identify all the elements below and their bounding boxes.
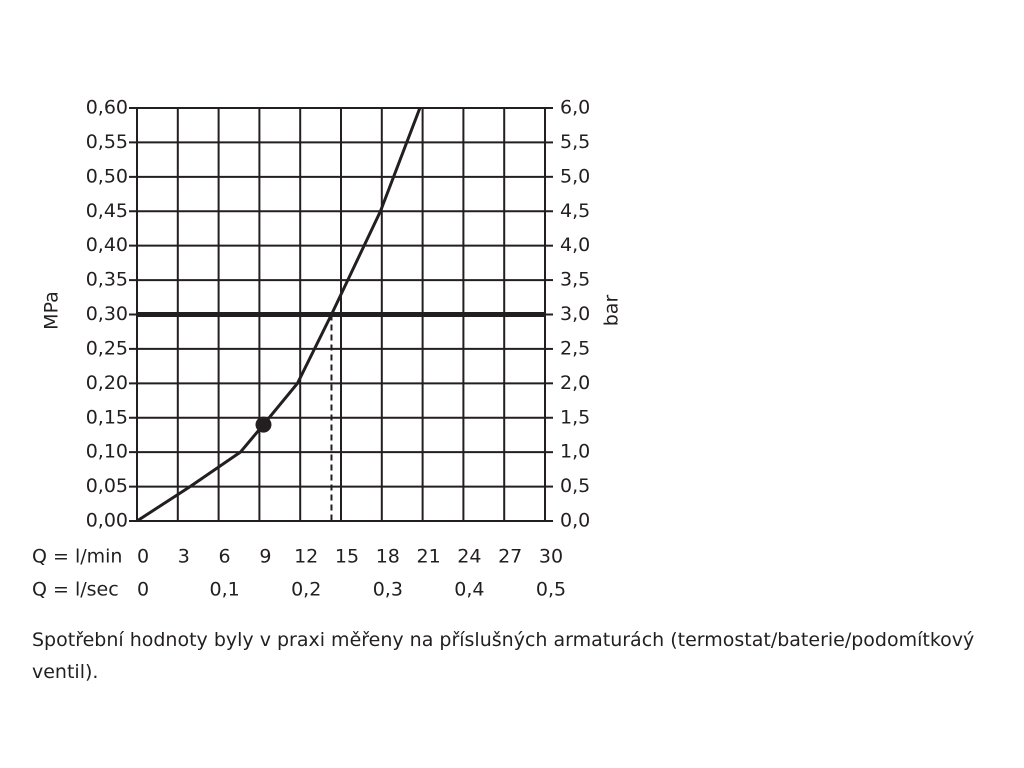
y-tick-label: 0,05 (86, 475, 128, 497)
x-axis-label: Q = l/min (32, 546, 122, 568)
x2-tick-label: 0,3 (373, 579, 403, 601)
x-tick-label: 9 (259, 546, 271, 568)
y2-tick-label: 5,5 (560, 131, 590, 153)
x2-tick-label: 0 (137, 579, 149, 601)
operating-point (255, 416, 272, 433)
y-tick-label: 0,45 (86, 200, 128, 222)
x2-tick-label: 0,5 (536, 579, 566, 601)
y-tick-label: 0,35 (86, 269, 128, 291)
x-tick-label: 27 (498, 546, 522, 568)
y-tick-label: 0,00 (86, 510, 128, 532)
x2-axis-label: Q = l/sec (32, 579, 119, 601)
curve (136, 107, 422, 523)
y2-tick-label: 4,5 (560, 200, 590, 222)
y-tick-label: 0,55 (86, 131, 128, 153)
x-tick-label: 12 (294, 546, 318, 568)
y2-tick-label: 6,0 (560, 97, 590, 119)
x2-tick-label: 0,4 (454, 579, 484, 601)
x2-tick-label: 0,2 (291, 579, 321, 601)
y-tick-label: 0,30 (86, 303, 128, 325)
y2-tick-label: 4,0 (560, 234, 590, 256)
y-tick-label: 0,50 (86, 165, 128, 187)
y2-tick-label: 0,0 (560, 510, 590, 532)
y2-tick-label: 0,5 (560, 475, 590, 497)
caption: Spotřební hodnoty byly v praxi měřeny na… (32, 629, 975, 683)
y-tick-label: 0,40 (86, 234, 128, 256)
y-tick-label: 0,25 (86, 337, 128, 359)
x-tick-label: 24 (457, 546, 481, 568)
y2-tick-label: 2,0 (560, 372, 590, 394)
y-tick-label: 0,60 (86, 97, 128, 119)
x-tick-label: 21 (417, 546, 441, 568)
x-tick-label: 0 (137, 546, 149, 568)
x-tick-label: 3 (178, 546, 190, 568)
y-tick-label: 0,15 (86, 406, 128, 428)
chart: 0 3 6 9 12 15 18 21 24 27 30 0 0,1 0,2 0,3 0,4 0,5 0,00 0,… (32, 97, 623, 601)
y2-tick-label: 5,0 (560, 165, 590, 187)
y-tick-label: 0,20 (86, 372, 128, 394)
y2-tick-label: 3,5 (560, 269, 590, 291)
x-tick-label: 18 (376, 546, 400, 568)
y-axis-label: MPa (41, 291, 63, 330)
x-tick-label: 15 (335, 546, 359, 568)
y2-axis-label: bar (601, 295, 623, 327)
x-tick-label: 30 (539, 546, 563, 568)
x2-tick-label: 0,1 (209, 579, 239, 601)
y2-tick-label: 1,0 (560, 441, 590, 463)
y2-tick-label: 2,5 (560, 337, 590, 359)
x-tick-label: 6 (219, 546, 231, 568)
y-tick-label: 0,10 (86, 441, 128, 463)
y2-tick-label: 1,5 (560, 406, 590, 428)
y2-tick-label: 3,0 (560, 303, 590, 325)
